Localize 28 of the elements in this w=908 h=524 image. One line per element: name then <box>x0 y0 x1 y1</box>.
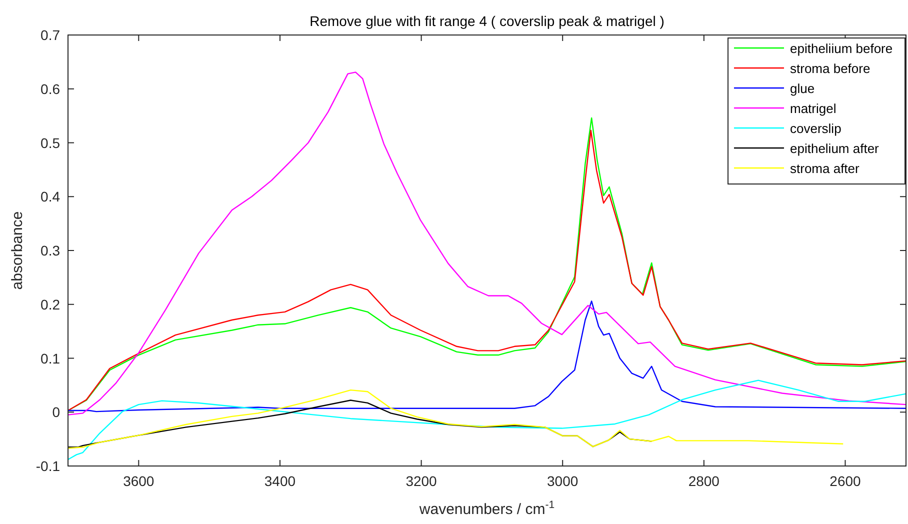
y-tick-label: 0.2 <box>40 296 60 312</box>
x-tick-label: 3600 <box>123 473 154 489</box>
x-tick-label: 3400 <box>264 473 296 489</box>
y-tick-label: 0.1 <box>40 350 60 366</box>
y-tick-label: 0.7 <box>40 27 60 43</box>
chart-title: Remove glue with fit range 4 ( coverslip peak & matrigel ) <box>310 13 664 29</box>
x-tick-label: 2600 <box>830 473 862 489</box>
y-tick-label: 0.4 <box>40 188 60 205</box>
y-tick-label: 0.5 <box>40 134 60 151</box>
legend-label: stroma before <box>790 61 870 76</box>
legend-label: epithelium after <box>790 141 880 156</box>
legend-label: epitheliium before <box>790 41 893 56</box>
legend-label: coverslip <box>790 121 842 136</box>
x-tick-label: 3200 <box>406 473 438 489</box>
line-series <box>68 380 906 460</box>
x-tick-label: 2800 <box>688 473 720 489</box>
y-tick-label: -0.1 <box>36 458 60 474</box>
y-axis-title: absorbance <box>9 211 26 290</box>
legend-label: glue <box>790 81 815 96</box>
line-series <box>68 300 906 412</box>
x-axis-title: wavenumbers / cm$^{-1}$ <box>418 499 555 518</box>
x-tick-label: 3000 <box>547 473 578 489</box>
y-tick-label: 0.6 <box>40 80 60 97</box>
y-tick-label: 0 <box>52 404 60 420</box>
legend-label: stroma after <box>790 161 860 176</box>
legend-label: matrigel <box>790 101 836 116</box>
line-series <box>68 389 844 449</box>
y-tick-label: 0.3 <box>40 242 60 258</box>
